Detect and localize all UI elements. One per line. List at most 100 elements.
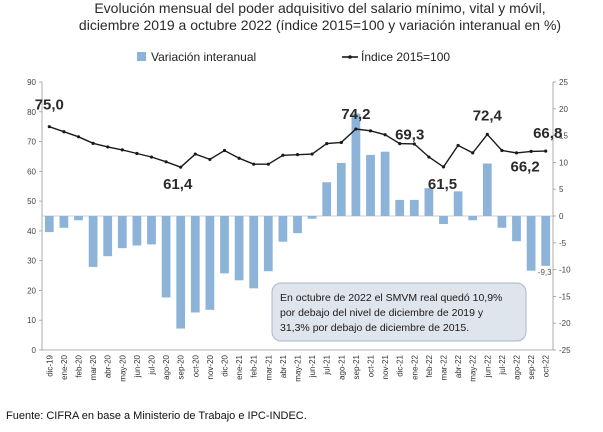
- bar: [468, 216, 478, 221]
- right-tick-label: 10: [559, 158, 568, 167]
- bars: -9,3: [44, 113, 552, 329]
- x-tick-label: sep-22: [527, 354, 536, 379]
- x-tick-label: sep-20: [177, 354, 186, 379]
- x-tick-label: nov-20: [206, 354, 215, 379]
- x-tick-label: ago-20: [162, 354, 171, 379]
- bar: [44, 216, 54, 233]
- x-tick-label: nov-21: [381, 354, 390, 379]
- legend-bar-swatch: [137, 52, 146, 61]
- bar: [59, 216, 69, 228]
- bar: [380, 151, 390, 216]
- bar: [497, 216, 507, 228]
- right-tick-label: 25: [559, 78, 568, 87]
- bar: [190, 216, 200, 313]
- x-tick-label: ago-22: [513, 354, 522, 379]
- line-point: [208, 157, 212, 162]
- point-label: 66,2: [510, 158, 539, 175]
- bar: [395, 199, 405, 216]
- left-tick-label: 10: [27, 316, 36, 325]
- line-point: [164, 160, 168, 164]
- x-tick-label: ene-22: [410, 354, 419, 379]
- bar: [249, 216, 259, 289]
- chart-title-line-1: Evolución mensual del poder adquisitivo …: [94, 0, 545, 16]
- plot-area: 0 10 20 30 40 50 60 70 80 90 -25 -20 -15 -10 -5 0 5 10 15…: [27, 78, 571, 382]
- x-tick-label: jul-20: [148, 354, 157, 375]
- x-tick-label: may-21: [294, 354, 303, 381]
- x-tick-label: ene-21: [235, 354, 244, 379]
- bar: [103, 216, 113, 257]
- line-point: [62, 130, 66, 134]
- line-point: [179, 165, 183, 169]
- bar: [278, 216, 288, 242]
- right-tick-label: 5: [559, 185, 564, 194]
- left-tick-label: 30: [27, 257, 36, 266]
- line-point: [120, 148, 124, 152]
- line-point: [237, 156, 241, 160]
- bar: [88, 216, 98, 267]
- bar: [117, 216, 127, 249]
- line-point: [76, 135, 81, 139]
- line-point: [456, 143, 460, 148]
- line-point: [471, 151, 475, 155]
- line-point: [149, 155, 154, 159]
- right-tick-label: 0: [559, 212, 564, 221]
- left-axis-ticks: 0 10 20 30 40 50 60 70 80 90: [27, 78, 42, 355]
- point-label: 74,2: [341, 106, 370, 123]
- line-point: [281, 153, 285, 157]
- line-point: [91, 141, 95, 145]
- point-label: 69,3: [395, 127, 424, 144]
- left-tick-label: 20: [27, 286, 36, 295]
- point-label: 61,4: [163, 176, 193, 193]
- line-point: [47, 125, 51, 129]
- x-tick-label: abr-21: [279, 354, 288, 378]
- line-point: [106, 145, 110, 149]
- x-tick-label: jun-22: [483, 354, 492, 378]
- index-line-series: [47, 125, 548, 169]
- bar: [132, 216, 142, 246]
- x-tick-label: sep-21: [352, 354, 361, 379]
- x-tick-label: jul-22: [498, 354, 507, 375]
- x-tick-label: oct-20: [191, 354, 200, 377]
- line-point: [193, 152, 197, 156]
- right-tick-label: -20: [559, 319, 571, 328]
- x-tick-label: abr-20: [104, 354, 113, 378]
- x-tick-label: dic-19: [45, 354, 54, 376]
- line-point: [427, 155, 431, 159]
- line-point: [325, 142, 329, 146]
- line-point: [529, 149, 533, 153]
- bar: [439, 216, 448, 225]
- right-tick-label: -5: [559, 239, 567, 248]
- x-tick-label: jul-21: [323, 354, 332, 375]
- bar-value-label: -9,3: [538, 268, 552, 277]
- bar: [366, 154, 375, 216]
- note-line-3: 31,3% por debajo de diciembre de 2015.: [280, 322, 469, 334]
- x-tick-label: may-20: [118, 354, 127, 381]
- note-background: [271, 282, 527, 342]
- bar: [176, 216, 186, 329]
- line-point: [266, 162, 270, 166]
- point-label: 66,8: [533, 125, 562, 142]
- line-point: [398, 142, 402, 146]
- bar: [512, 216, 521, 242]
- left-tick-label: 80: [27, 108, 36, 117]
- line-point: [354, 127, 358, 131]
- bar: [453, 191, 463, 216]
- legend: Variación interanual Índice 2015=100: [137, 49, 450, 64]
- left-tick-label: 60: [27, 167, 36, 176]
- left-tick-label: 50: [27, 197, 36, 206]
- x-tick-label: feb-21: [250, 354, 259, 377]
- bar: [307, 216, 317, 219]
- left-tick-label: 40: [27, 227, 36, 236]
- bar: [74, 216, 83, 221]
- right-tick-label: 20: [559, 105, 568, 114]
- legend-bar-label: Variación interanual: [151, 50, 256, 64]
- line-point: [295, 153, 300, 157]
- line-point: [222, 148, 227, 153]
- x-tick-label: mar-20: [89, 354, 98, 380]
- line-point: [310, 152, 314, 156]
- line-point: [441, 165, 446, 169]
- legend-line-marker: [348, 55, 352, 59]
- source-note: Fuente: CIFRA en base a Ministerio de Tr…: [6, 410, 307, 422]
- x-tick-label: ene-20: [60, 354, 69, 379]
- point-label: 75,0: [35, 97, 64, 114]
